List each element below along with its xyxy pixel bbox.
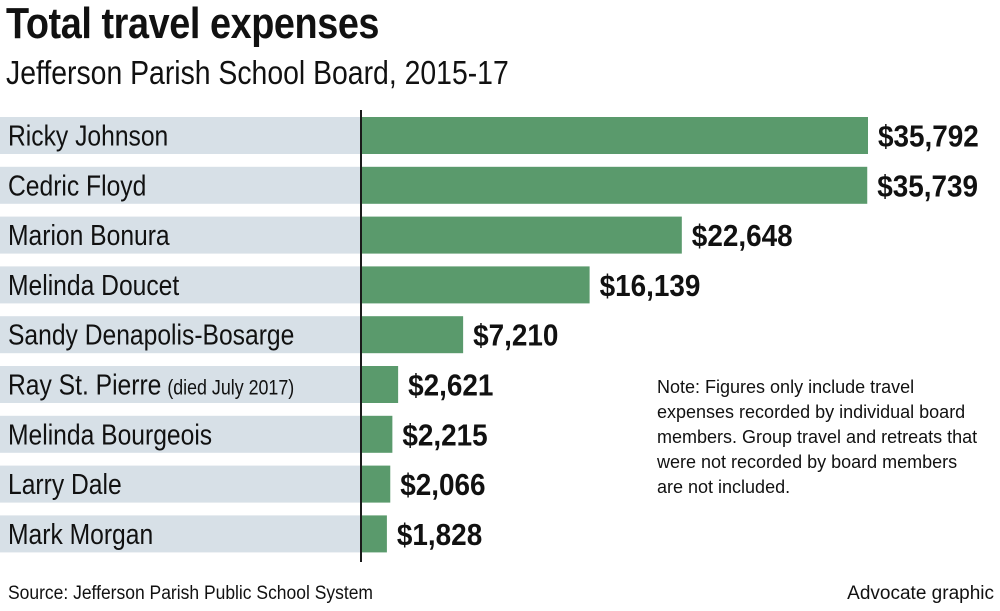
category-label: Ricky Johnson: [8, 120, 168, 152]
bar-row: Sandy Denapolis-Bosarge $7,210: [0, 316, 558, 354]
category-label: Melinda Bourgeois: [8, 418, 212, 450]
category-label: Mark Morgan: [8, 518, 153, 550]
category-name: Larry Dale: [8, 468, 122, 500]
category-name: Sandy Denapolis-Bosarge: [8, 319, 294, 351]
bar-row: Marion Bonura $22,648: [0, 216, 793, 254]
bar: [361, 465, 391, 503]
value-label: $2,066: [400, 468, 485, 503]
category-label: Sandy Denapolis-Bosarge: [8, 319, 294, 351]
bar-row: Melinda Doucet $16,139: [0, 266, 701, 304]
label-band: [0, 266, 361, 304]
category-name: Ricky Johnson: [8, 120, 168, 152]
bar-row: Larry Dale $2,066: [0, 465, 486, 503]
value-label: $35,792: [878, 119, 979, 154]
bar: [361, 366, 399, 403]
value-label: $16,139: [600, 269, 701, 304]
category-note: (died July 2017): [167, 376, 294, 400]
category-name: Mark Morgan: [8, 518, 153, 550]
chart-subtitle: Jefferson Parish School Board, 2015-17: [6, 54, 509, 91]
category-name: Marion Bonura: [8, 219, 170, 251]
label-band: [0, 415, 361, 453]
category-name: Ray St. Pierre: [8, 369, 161, 401]
source-line: Source: Jefferson Parish Public School S…: [8, 583, 373, 604]
label-band: [0, 166, 361, 204]
chart-note: Note: Figures only include travel expens…: [657, 377, 978, 497]
category-name: Melinda Doucet: [8, 269, 180, 301]
label-band: [0, 465, 361, 503]
bar: [361, 216, 682, 254]
category-name: Cedric Floyd: [8, 169, 146, 201]
bar: [361, 316, 464, 354]
category-name: Melinda Bourgeois: [8, 418, 212, 450]
bar: [361, 515, 387, 553]
label-band: [0, 216, 361, 254]
bar-row: Mark Morgan $1,828: [0, 515, 482, 553]
label-band: [0, 515, 361, 553]
bar: [361, 117, 868, 154]
category-label: Ray St. Pierre (died July 2017): [8, 369, 294, 401]
bar: [361, 415, 393, 453]
value-label: $35,739: [877, 169, 978, 204]
category-label: Marion Bonura: [8, 219, 170, 251]
bar-row: Melinda Bourgeois $2,215: [0, 415, 488, 453]
label-band: [0, 117, 361, 154]
credit-line: Advocate graphic: [847, 583, 994, 604]
value-label: $2,215: [402, 418, 487, 453]
label-band: [0, 366, 361, 403]
chart-title: Total travel expenses: [6, 0, 380, 48]
value-label: $22,648: [692, 219, 793, 254]
value-label: $7,210: [473, 318, 558, 353]
bar-row: Ray St. Pierre (died July 2017) $2,621: [0, 366, 493, 403]
label-band: [0, 316, 361, 354]
bar-row: Cedric Floyd $35,739: [0, 166, 978, 204]
bar: [361, 166, 868, 204]
category-label: Cedric Floyd: [8, 169, 146, 201]
value-label: $1,828: [397, 518, 482, 553]
category-label: Melinda Doucet: [8, 269, 180, 301]
bar-row: Ricky Johnson $35,792: [0, 117, 979, 154]
bar: [361, 266, 590, 304]
value-label: $2,621: [408, 368, 493, 403]
category-label: Larry Dale: [8, 468, 122, 500]
